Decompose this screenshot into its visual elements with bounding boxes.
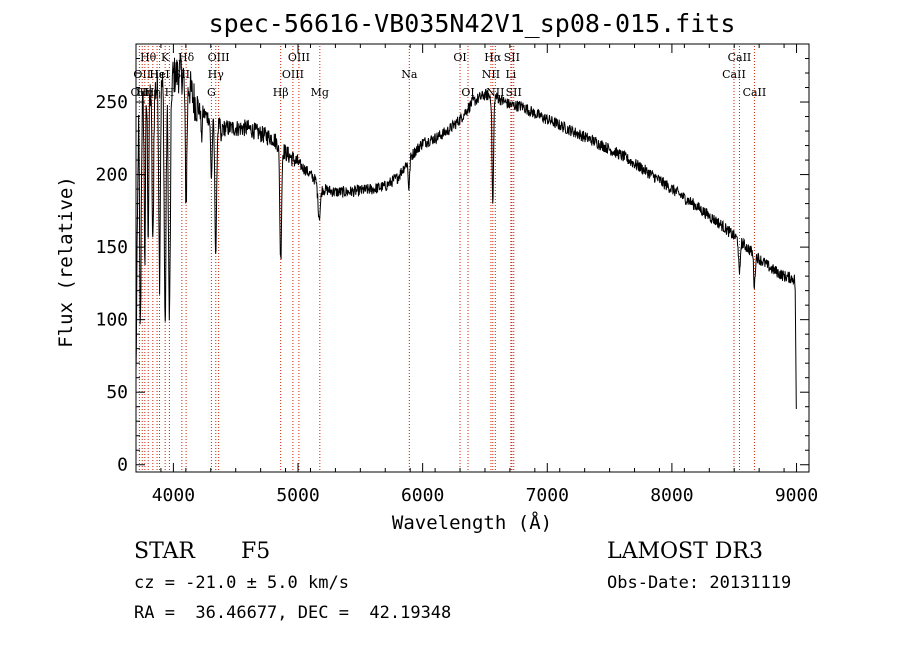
coordinates-text: RA = 36.46677, DEC = 42.19348 [134,603,452,623]
redshift-text: cz = -21.0 ± 5.0 km/s [134,573,349,593]
plot-area: OIIOIIHηHθHηHεHeIKHSIIHδGHγOIIIHβOIIIOII… [95,43,818,506]
line-marker-label: OI [453,51,466,64]
y-tick-label: 0 [117,455,128,476]
line-marker-label: CaII [722,68,746,81]
x-tick-label: 5000 [276,485,319,506]
x-tick-label: 8000 [650,485,693,506]
y-tick-label: 150 [95,237,128,258]
survey-name: LAMOST DR3 [607,539,763,564]
obs-date-text: Obs-Date: 20131119 [607,573,792,593]
line-marker-label: Na [401,68,418,81]
line-marker-label: Hγ [208,68,225,81]
y-tick-label: 50 [106,382,128,403]
line-marker-label: Hδ [178,51,195,64]
line-marker-label: SII [506,86,522,99]
y-axis-label: Flux (relative) [55,176,77,348]
line-marker-label: G [207,86,216,99]
line-marker-label: OIII [208,51,230,64]
spectrum-series [135,53,797,410]
line-marker-label: Hη [137,86,153,99]
x-axis-label: Wavelength (Å) [392,511,552,534]
line-marker-label: OI [461,86,474,99]
line-marker-label: HeI [149,68,169,81]
y-tick-label: 250 [95,92,128,113]
axis-ticks: 4000 5000 6000 7000 8000 9000 0 50 100 150 200 250 [95,44,818,506]
x-tick-label: 7000 [526,485,569,506]
line-marker-label: OII [133,68,151,81]
line-marker-label: K [161,51,170,64]
line-marker-label: NII [482,68,500,81]
line-marker-label: OII [131,86,149,99]
line-marker-label: Hα [484,51,502,64]
line-marker-label: Hθ [140,51,157,64]
y-tick-label: 100 [95,310,128,331]
chart-title: spec-56616-VB035N42V1_sp08-015.fits [209,9,736,38]
spectral-subclass: F5 [241,539,271,564]
object-class: STAR [134,539,195,564]
x-tick-label: 6000 [401,485,444,506]
line-marker-label: Hβ [273,86,289,99]
line-marker-label: Mg [311,86,329,99]
line-marker-label: CaII [743,86,767,99]
line-markers: OIIOIIHηHθHηHεHeIKHSIIHδGHγOIIIHβOIIIOII… [131,46,767,472]
line-marker-label: SII [504,51,520,64]
x-tick-label: 4000 [152,485,195,506]
object-class-block: STAR F5 [134,539,270,564]
line-marker-label: Li [505,68,516,81]
y-tick-label: 200 [95,165,128,186]
line-marker-label: OIII [288,51,310,64]
x-tick-label: 9000 [775,485,818,506]
line-marker-label: Hη [145,86,161,99]
line-marker-label: CaII [728,51,752,64]
line-marker-label: OIII [282,68,304,81]
plot-frame [135,43,810,473]
line-marker-label: H [165,86,175,99]
